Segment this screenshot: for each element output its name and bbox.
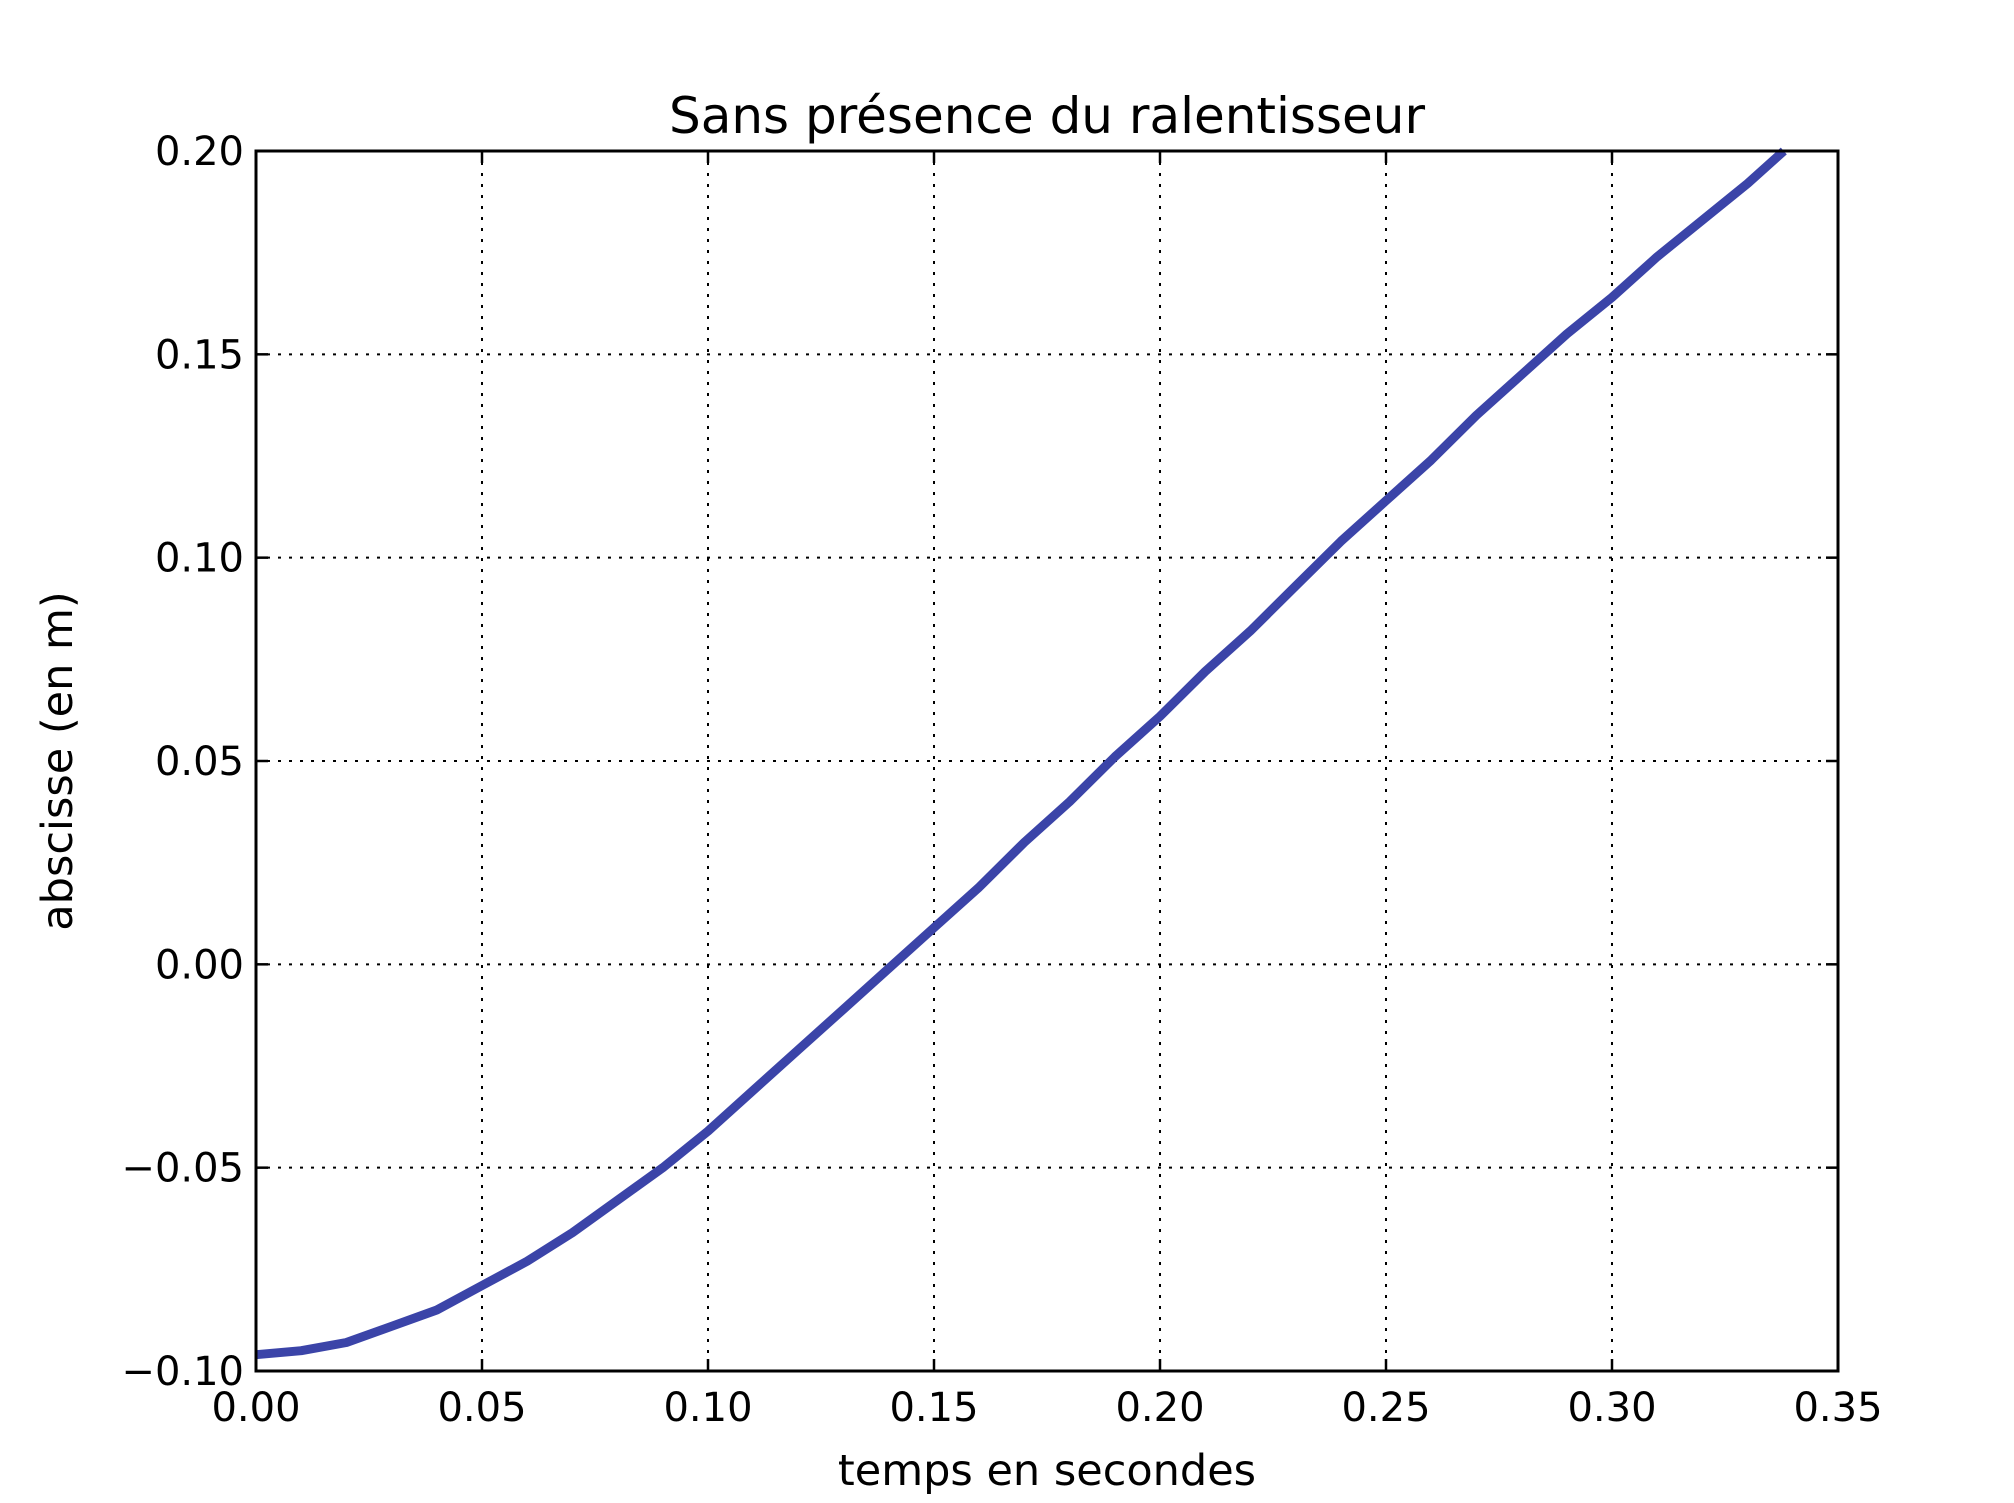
y-tick-label: −0.05 <box>121 1146 244 1192</box>
x-tick-label: 0.10 <box>663 1385 752 1431</box>
x-tick-label: 0.35 <box>1793 1385 1882 1431</box>
y-tick-label: 0.20 <box>155 129 244 175</box>
y-tick-label: −0.10 <box>121 1349 244 1395</box>
x-axis-label: temps en secondes <box>838 1446 1256 1496</box>
grid <box>255 150 1839 1372</box>
x-tick-label: 0.05 <box>437 1385 526 1431</box>
y-axis-label: abscisse (en m) <box>33 591 83 930</box>
series-line <box>255 147 1787 1360</box>
x-tick-label: 0.15 <box>889 1385 978 1431</box>
x-tick-label: 0.30 <box>1567 1385 1656 1431</box>
x-tick-labels: 0.00 0.05 0.10 0.15 0.20 0.25 0.30 0.35 <box>211 1385 1882 1431</box>
y-tick-label: 0.05 <box>155 739 244 785</box>
chart-title: Sans présence du ralentisseur <box>669 87 1426 145</box>
x-tick-label: 0.25 <box>1341 1385 1430 1431</box>
x-tick-label: 0.00 <box>211 1385 300 1431</box>
x-tick-label: 0.20 <box>1115 1385 1204 1431</box>
series-layer <box>255 147 1787 1360</box>
y-tick-label: 0.15 <box>155 332 244 378</box>
y-tick-labels: −0.10 −0.05 0.00 0.05 0.10 0.15 0.20 <box>121 129 244 1395</box>
y-tick-label: 0.00 <box>155 942 244 988</box>
y-tick-label: 0.10 <box>155 536 244 582</box>
tick-marks <box>254 149 1840 1373</box>
